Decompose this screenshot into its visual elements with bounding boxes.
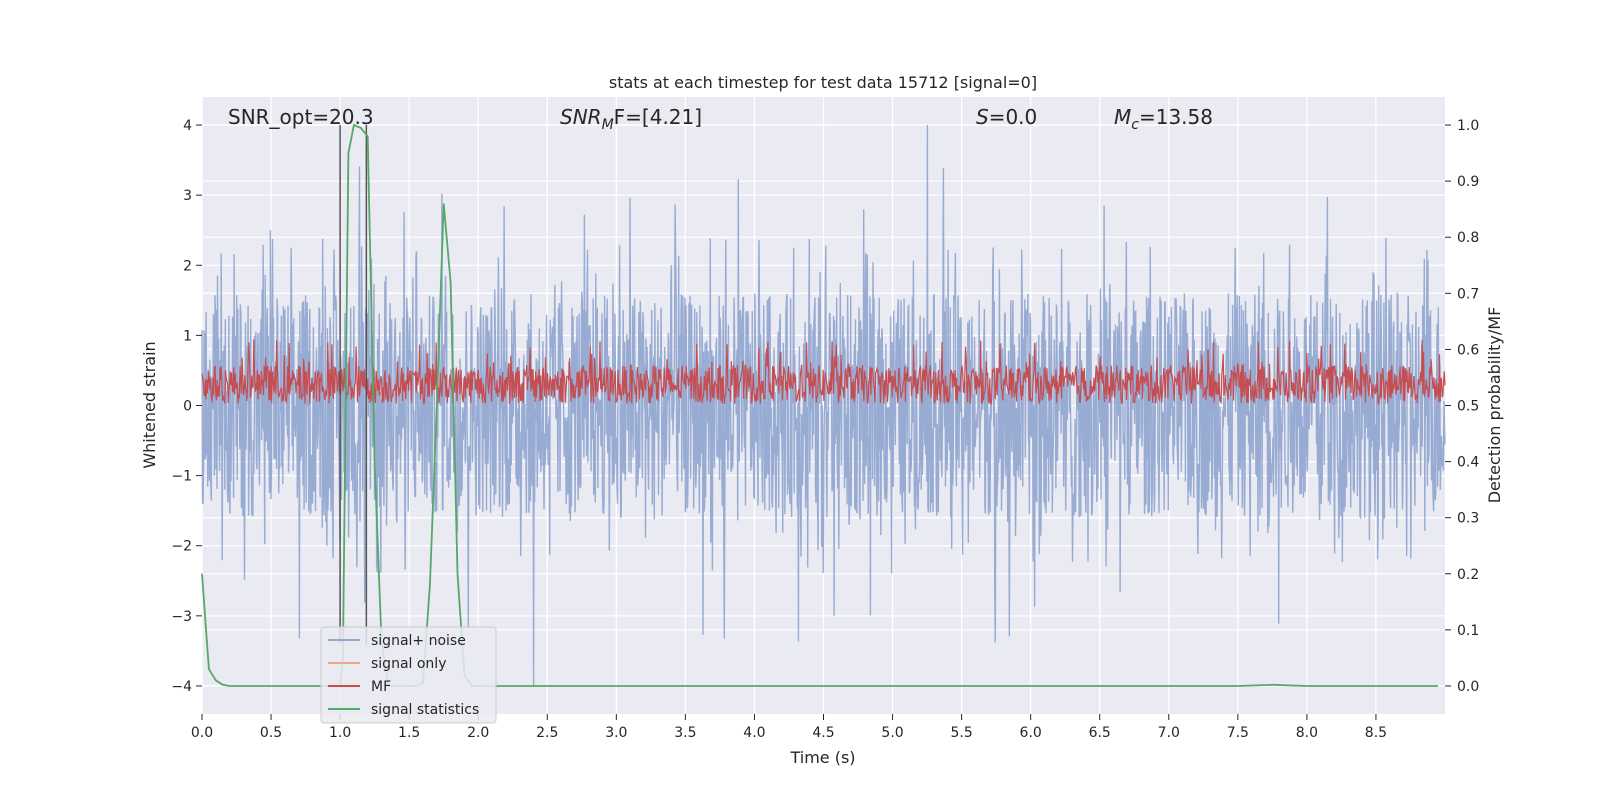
y-tick-label-3: −1 <box>171 469 192 485</box>
y-tick-label-8: 4 <box>183 118 192 134</box>
y-right-tick-label-10: 1.0 <box>1457 118 1479 134</box>
x-tick-label-1: 0.5 <box>260 725 282 741</box>
x-tick-label-17: 8.5 <box>1365 725 1387 741</box>
series-signal-noise <box>201 124 1446 687</box>
x-axis-label: Time (s) <box>789 748 855 767</box>
annotations: SNR_opt=20.3 SNRMF=[4.21] S=0.0 Mc=13.58 <box>228 105 1213 133</box>
x-tick-label-15: 7.5 <box>1227 725 1249 741</box>
y-right-tick-label-9: 0.9 <box>1457 174 1479 190</box>
x-tick-label-13: 6.5 <box>1089 725 1111 741</box>
x-tick-label-2: 1.0 <box>329 725 351 741</box>
y-tick-label-7: 3 <box>183 188 192 204</box>
y-tick-label-4: 0 <box>183 399 192 415</box>
y-right-tick-label-0: 0.0 <box>1457 679 1479 695</box>
legend-box <box>320 626 497 724</box>
legend: signal+ noise signal only MF signal stat… <box>320 626 497 724</box>
y-axis-label: Whitened strain <box>140 341 159 468</box>
y-right-tick-label-4: 0.4 <box>1457 455 1479 471</box>
series-mf <box>201 339 1446 406</box>
x-tick-label-0: 0.0 <box>191 725 213 741</box>
snr-mf-annotation: SNRMF=[4.21] <box>560 105 702 133</box>
snr-mf-tail: F=[4.21] <box>614 105 702 129</box>
x-tick-label-7: 3.5 <box>674 725 696 741</box>
y-right-tick-label-1: 0.1 <box>1457 623 1479 639</box>
y-right-tick-label-7: 0.7 <box>1457 286 1479 302</box>
chart-title: stats at each timestep for test data 157… <box>609 73 1037 92</box>
snr-opt-annotation: SNR_opt=20.3 <box>228 105 374 129</box>
legend-label-1: signal only <box>371 656 446 672</box>
mc-annotation: Mc=13.58 <box>1114 105 1213 133</box>
x-tick-label-12: 6.0 <box>1020 725 1042 741</box>
y-right-tick-label-5: 0.5 <box>1457 399 1479 415</box>
series-layer <box>201 124 1446 687</box>
y-tick-label-6: 2 <box>183 258 192 274</box>
x-tick-label-8: 4.0 <box>743 725 765 741</box>
x-tick-label-6: 3.0 <box>605 725 627 741</box>
y-right-tick-label-8: 0.8 <box>1457 230 1479 246</box>
snr-mf-main: SNR <box>560 105 602 129</box>
x-tick-label-9: 4.5 <box>812 725 834 741</box>
vertical-lines <box>339 125 368 644</box>
y-right-tick-label-6: 0.6 <box>1457 342 1479 358</box>
x-axis-ticks: 0.0 0.5 1.0 1.5 2.0 2.5 3.0 3.5 4.0 4.5 5.0 5.5 6.0 6… <box>191 714 1387 741</box>
x-tick-label-10: 5.0 <box>881 725 903 741</box>
mc-main: M <box>1114 105 1131 129</box>
legend-label-3: signal statistics <box>371 702 479 718</box>
x-tick-label-11: 5.5 <box>950 725 972 741</box>
y-right-tick-label-2: 0.2 <box>1457 567 1479 583</box>
y-tick-label-1: −3 <box>171 609 192 625</box>
y-axis-label-right: Detection probability/MF <box>1485 307 1504 504</box>
s-tail: =0.0 <box>989 105 1038 129</box>
y-tick-label-0: −4 <box>171 679 192 695</box>
x-tick-label-16: 8.0 <box>1296 725 1318 741</box>
y-right-tick-label-3: 0.3 <box>1457 511 1479 527</box>
x-tick-label-14: 7.0 <box>1158 725 1180 741</box>
snr-mf-sub: M <box>602 117 614 133</box>
x-tick-label-4: 2.0 <box>467 725 489 741</box>
y-tick-label-2: −2 <box>171 539 192 555</box>
s-annotation: S=0.0 <box>976 105 1037 129</box>
s-main: S <box>976 105 989 129</box>
x-tick-label-5: 2.5 <box>536 725 558 741</box>
mc-tail: =13.58 <box>1139 105 1213 129</box>
legend-label-2: MF <box>371 679 391 695</box>
legend-label-0: signal+ noise <box>371 633 466 649</box>
y-tick-label-5: 1 <box>183 328 192 344</box>
mc-sub: c <box>1131 117 1139 133</box>
left-axis-ticks: −4 −3 −2 −1 0 1 2 3 4 <box>171 118 202 695</box>
x-tick-label-3: 1.5 <box>398 725 420 741</box>
right-axis-ticks: 0.0 0.1 0.2 0.3 0.4 0.5 0.6 0.7 0.8 0.9 1.0 <box>1445 118 1479 695</box>
